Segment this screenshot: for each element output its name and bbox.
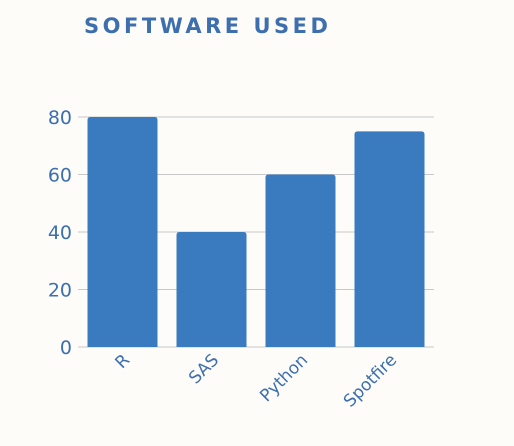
bar-spotfire xyxy=(354,131,425,347)
x-tick-label: SAS xyxy=(185,350,223,388)
y-tick-label: 80 xyxy=(48,107,72,129)
y-tick-label: 60 xyxy=(48,165,72,187)
chart-title: SOFTWARE USED xyxy=(84,14,332,38)
x-tick-label: Spotfire xyxy=(340,350,401,411)
bar-sas xyxy=(176,232,247,347)
bar-python xyxy=(265,174,336,347)
y-tick-label: 40 xyxy=(48,222,72,244)
x-tick-label: R xyxy=(112,350,135,373)
y-axis-ticks: 0 20 40 60 80 xyxy=(48,107,72,359)
x-tick-label: Python xyxy=(256,350,312,406)
x-axis-ticks: R SAS Python Spotfire xyxy=(112,350,401,411)
y-tick-label: 0 xyxy=(60,337,72,359)
bars xyxy=(87,117,425,347)
bar-r xyxy=(87,117,158,347)
y-tick-label: 20 xyxy=(48,280,72,302)
